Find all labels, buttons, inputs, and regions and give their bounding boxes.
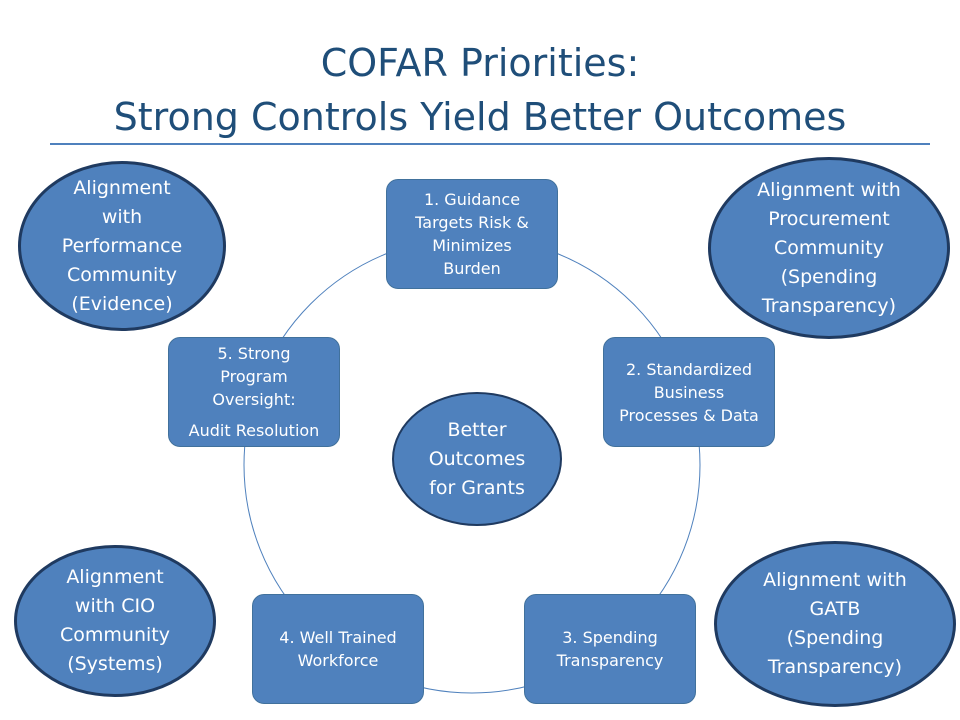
priority-node-2-label: 2. Standardized Business Processes & Dat…	[619, 359, 759, 425]
center-outcomes-circle: Better Outcomes for Grants	[392, 392, 562, 526]
alignment-cio-oval: Alignment with CIO Community (Systems)	[14, 545, 216, 697]
priority-node-5-sublabel: Audit Resolution	[188, 421, 320, 440]
alignment-performance-label: Alignment with Performance Community (Ev…	[61, 176, 183, 315]
priority-node-2: 2. Standardized Business Processes & Dat…	[603, 337, 775, 447]
slide-title: COFAR Priorities: Strong Controls Yield …	[0, 36, 960, 144]
priority-node-1: 1. Guidance Targets Risk & Minimizes Bur…	[386, 179, 558, 289]
priority-node-4: 4. Well Trained Workforce	[252, 594, 424, 704]
priority-node-4-label: 4. Well Trained Workforce	[279, 628, 397, 670]
alignment-procurement-oval: Alignment with Procurement Community (Sp…	[708, 157, 950, 339]
slide-title-line-1: COFAR Priorities:	[320, 41, 640, 85]
alignment-gatb-label: Alignment with GATB (Spending Transparen…	[763, 569, 907, 678]
alignment-procurement-label: Alignment with Procurement Community (Sp…	[757, 178, 901, 317]
priority-node-5: 5. Strong Program Oversight: Audit Resol…	[168, 337, 340, 447]
title-divider	[50, 143, 930, 145]
alignment-cio-label: Alignment with CIO Community (Systems)	[60, 566, 170, 675]
center-outcomes-label: Better Outcomes for Grants	[428, 418, 526, 499]
priority-node-3: 3. Spending Transparency	[524, 594, 696, 704]
priority-node-3-label: 3. Spending Transparency	[556, 628, 664, 670]
priority-node-5-label: 5. Strong Program Oversight:	[212, 344, 296, 409]
alignment-gatb-oval: Alignment with GATB (Spending Transparen…	[714, 541, 956, 707]
alignment-performance-oval: Alignment with Performance Community (Ev…	[18, 161, 226, 331]
slide-title-line-2: Strong Controls Yield Better Outcomes	[113, 95, 847, 139]
priority-node-1-label: 1. Guidance Targets Risk & Minimizes Bur…	[415, 190, 529, 278]
